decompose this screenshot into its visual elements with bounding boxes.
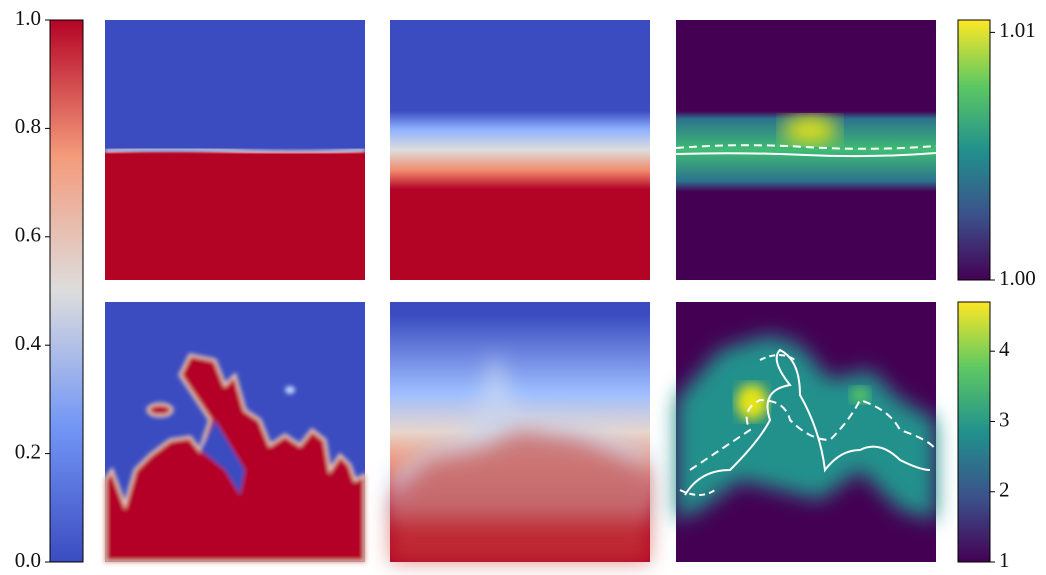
tick-label: 1.00 [999, 266, 1036, 290]
tick-label: 2 [999, 478, 1010, 502]
panel [103, 302, 367, 564]
panel [675, 20, 937, 280]
panel [390, 20, 650, 280]
tick-label: 4 [999, 337, 1010, 361]
tick-label: 3 [999, 407, 1010, 431]
tick-label: 0.2 [15, 439, 41, 463]
colorbar [49, 19, 84, 563]
colorbar [957, 301, 991, 563]
tick-label: 0.6 [15, 223, 41, 247]
panel [390, 302, 650, 562]
colorbar [957, 19, 991, 281]
tick-label: 1 [999, 548, 1010, 572]
tick-label: 1.0 [15, 6, 41, 30]
tick-label: 0.0 [15, 548, 41, 572]
tick-label: 0.8 [15, 114, 41, 138]
tick-label: 1.01 [999, 18, 1036, 42]
tick-label: 0.4 [15, 331, 42, 355]
panel [104, 20, 366, 280]
panel [676, 302, 937, 562]
